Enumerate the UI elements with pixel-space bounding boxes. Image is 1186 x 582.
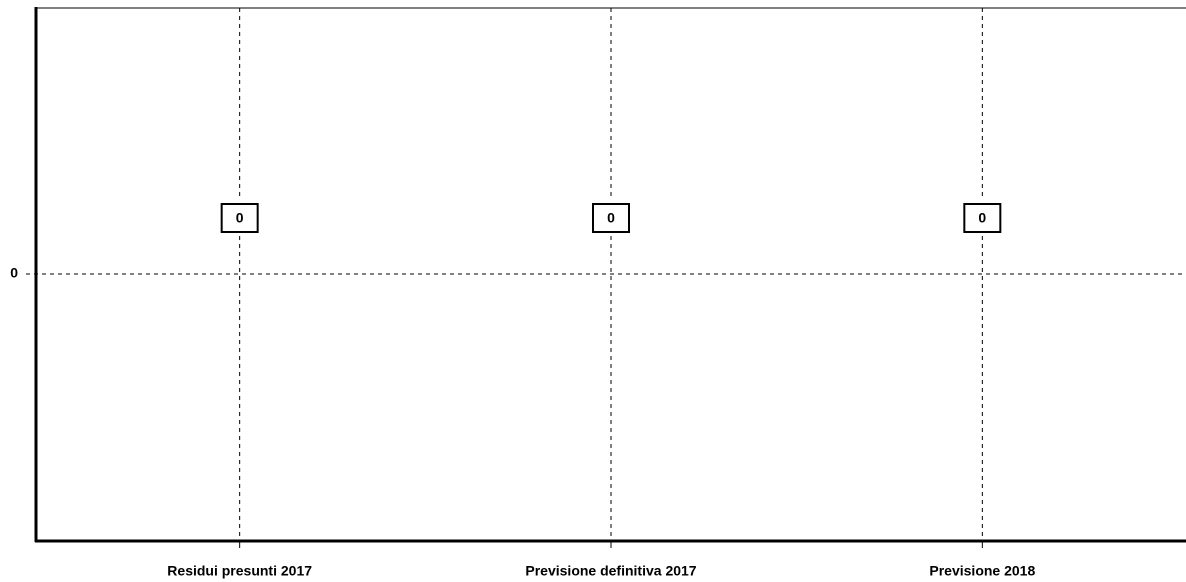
data-label-box [963, 203, 1002, 233]
x-tick-label: Previsione definitiva 2017 [525, 563, 696, 579]
data-label: 0 [236, 210, 244, 226]
data-label-box [592, 203, 630, 233]
data-label: 0 [978, 210, 986, 226]
y-tick-label: 0 [10, 265, 18, 281]
data-label: 0 [607, 210, 615, 226]
x-tick-label: Previsione 2018 [929, 563, 1035, 579]
data-label-box [220, 203, 259, 233]
x-tick-label: Residui presunti 2017 [167, 563, 312, 579]
